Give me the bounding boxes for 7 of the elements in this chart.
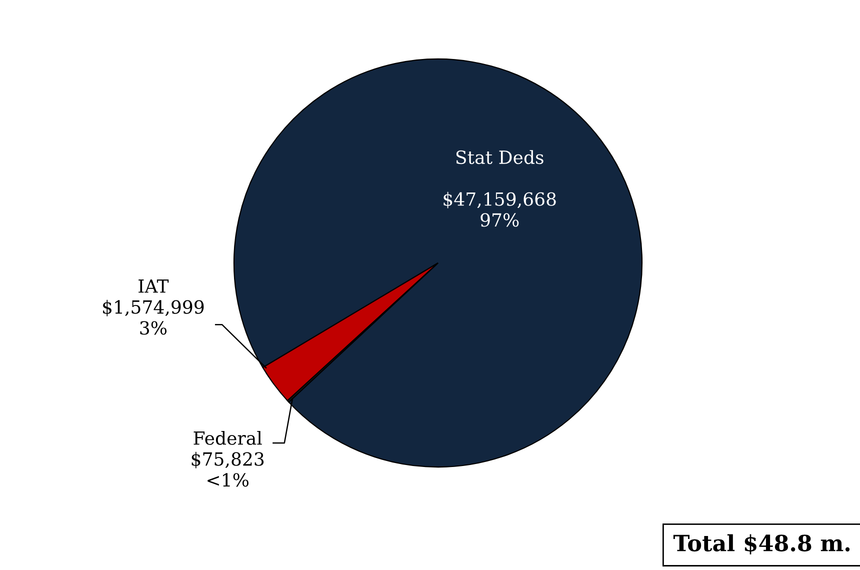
data-label: $47,159,668 97% — [444, 192, 556, 227]
slice-label: IAT — [138, 280, 169, 293]
slice-label: Stat Deds — [456, 150, 544, 164]
slice-label: Federal — [194, 430, 262, 445]
data-label: $1,574,999 3% — [103, 300, 204, 335]
text: Total $48.8 m. — [673, 534, 850, 554]
data-label: $75,823 <1% — [192, 452, 264, 487]
